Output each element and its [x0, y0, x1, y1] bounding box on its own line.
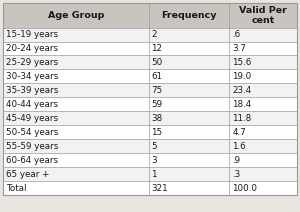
Bar — [148, 153, 230, 167]
Bar — [230, 56, 297, 70]
Bar — [148, 167, 230, 181]
Text: 59: 59 — [152, 100, 163, 109]
Bar — [230, 42, 297, 56]
Bar — [148, 111, 230, 125]
Bar — [230, 167, 297, 181]
Text: 60-64 years: 60-64 years — [6, 156, 58, 165]
Text: Age Group: Age Group — [48, 11, 104, 20]
Bar — [3, 139, 148, 153]
Bar — [3, 167, 148, 181]
Text: 20-24 years: 20-24 years — [6, 44, 58, 53]
Text: 30-34 years: 30-34 years — [6, 72, 59, 81]
Bar — [230, 139, 297, 153]
Text: Total: Total — [6, 184, 26, 192]
Bar — [230, 70, 297, 83]
Bar — [230, 181, 297, 195]
Bar — [148, 97, 230, 111]
Bar — [230, 3, 297, 28]
Text: 321: 321 — [152, 184, 168, 192]
Bar — [148, 125, 230, 139]
Bar — [3, 42, 148, 56]
Bar — [3, 83, 148, 97]
Bar — [3, 3, 148, 28]
Bar — [230, 153, 297, 167]
Text: 55-59 years: 55-59 years — [6, 142, 59, 151]
Text: Frequency: Frequency — [161, 11, 217, 20]
Bar — [3, 97, 148, 111]
Text: 100.0: 100.0 — [232, 184, 257, 192]
Bar — [230, 111, 297, 125]
Text: 11.8: 11.8 — [232, 114, 252, 123]
Text: 15-19 years: 15-19 years — [6, 30, 58, 39]
Bar — [230, 97, 297, 111]
Text: 50-54 years: 50-54 years — [6, 128, 59, 137]
Bar — [230, 83, 297, 97]
Text: 65 year +: 65 year + — [6, 170, 50, 179]
Text: 75: 75 — [152, 86, 163, 95]
Bar — [3, 153, 148, 167]
Text: .3: .3 — [232, 170, 241, 179]
Text: 35-39 years: 35-39 years — [6, 86, 59, 95]
Bar — [230, 28, 297, 42]
Text: 45-49 years: 45-49 years — [6, 114, 58, 123]
Text: 25-29 years: 25-29 years — [6, 58, 58, 67]
Bar — [148, 70, 230, 83]
Text: 19.0: 19.0 — [232, 72, 252, 81]
Bar — [3, 70, 148, 83]
Text: 40-44 years: 40-44 years — [6, 100, 58, 109]
Text: 15.6: 15.6 — [232, 58, 252, 67]
Bar — [230, 125, 297, 139]
Text: .6: .6 — [232, 30, 241, 39]
Text: 18.4: 18.4 — [232, 100, 252, 109]
Bar — [3, 111, 148, 125]
Text: 4.7: 4.7 — [232, 128, 246, 137]
Text: 61: 61 — [152, 72, 163, 81]
Text: 2: 2 — [152, 30, 157, 39]
Bar — [3, 56, 148, 70]
Bar — [148, 3, 230, 28]
Text: 50: 50 — [152, 58, 163, 67]
Text: 15: 15 — [152, 128, 163, 137]
Text: Valid Per
cent: Valid Per cent — [239, 6, 287, 25]
Bar — [3, 28, 148, 42]
Text: 23.4: 23.4 — [232, 86, 252, 95]
Text: 1: 1 — [152, 170, 157, 179]
Bar — [148, 139, 230, 153]
Text: 38: 38 — [152, 114, 163, 123]
Text: 3: 3 — [152, 156, 157, 165]
Text: 5: 5 — [152, 142, 157, 151]
Text: 1.6: 1.6 — [232, 142, 246, 151]
Text: 12: 12 — [152, 44, 163, 53]
Bar — [148, 56, 230, 70]
Bar — [3, 181, 148, 195]
Text: 3.7: 3.7 — [232, 44, 246, 53]
Text: .9: .9 — [232, 156, 241, 165]
Bar — [3, 125, 148, 139]
Bar — [148, 28, 230, 42]
Bar — [148, 83, 230, 97]
Bar — [148, 42, 230, 56]
Bar — [148, 181, 230, 195]
